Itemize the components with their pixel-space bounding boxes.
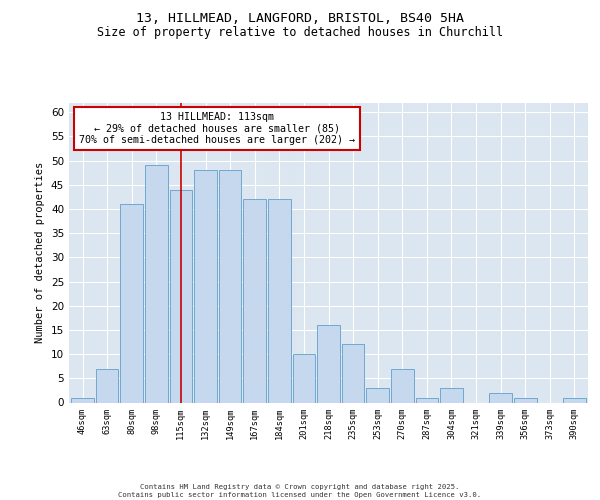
Text: 13, HILLMEAD, LANGFORD, BRISTOL, BS40 5HA: 13, HILLMEAD, LANGFORD, BRISTOL, BS40 5H… [136, 12, 464, 26]
Bar [416, 398, 438, 402]
Bar [440, 388, 463, 402]
Y-axis label: Number of detached properties: Number of detached properties [35, 162, 46, 343]
Bar [219, 170, 241, 402]
Bar [145, 166, 167, 402]
Text: Contains HM Land Registry data © Crown copyright and database right 2025.
Contai: Contains HM Land Registry data © Crown c… [118, 484, 482, 498]
Bar [71, 398, 94, 402]
Bar [490, 393, 512, 402]
Bar [391, 368, 413, 402]
Bar [268, 200, 290, 402]
Bar [563, 398, 586, 402]
Bar [96, 368, 118, 402]
Bar [170, 190, 192, 402]
Bar [317, 325, 340, 402]
Text: 13 HILLMEAD: 113sqm
← 29% of detached houses are smaller (85)
70% of semi-detach: 13 HILLMEAD: 113sqm ← 29% of detached ho… [79, 112, 355, 144]
Bar [293, 354, 315, 403]
Bar [244, 200, 266, 402]
Bar [121, 204, 143, 402]
Bar [194, 170, 217, 402]
Bar [514, 398, 536, 402]
Text: Size of property relative to detached houses in Churchill: Size of property relative to detached ho… [97, 26, 503, 39]
Bar [367, 388, 389, 402]
Bar [342, 344, 364, 403]
